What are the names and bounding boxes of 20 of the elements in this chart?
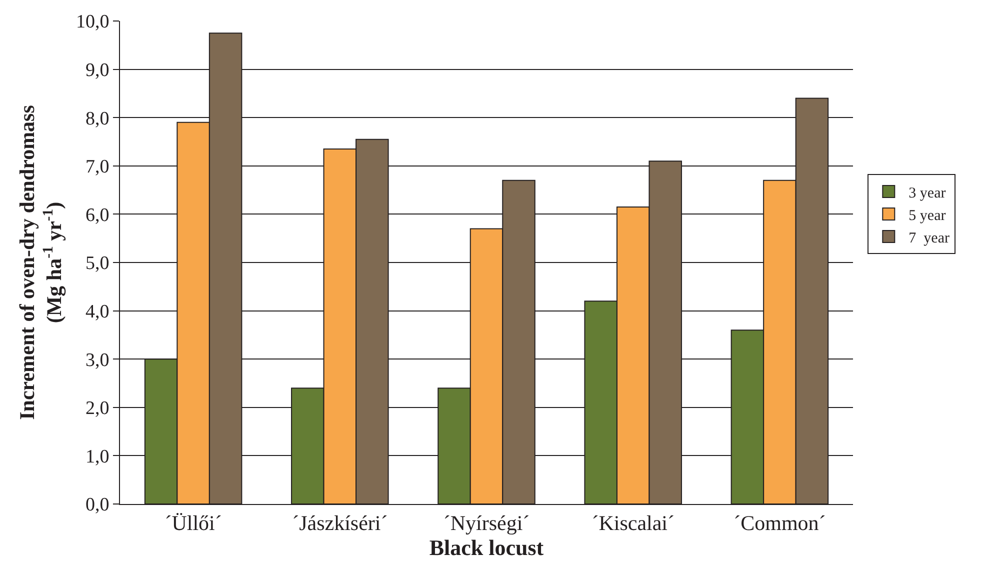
y-tick-label: 6,0 [85,204,110,226]
y-tick-label: 5,0 [85,253,110,274]
x-tick-label: ´Üllői´ [164,511,222,536]
x-axis-title: Black locust [429,535,544,560]
legend-label: 5 year [908,208,946,224]
y-tick-label: 10,0 [76,12,110,33]
x-tick-label: ´Kiscalai´ [592,511,674,536]
y-tick-label: 2,0 [85,398,110,420]
y-tick-label: 3,0 [85,350,110,371]
y-tick-label: 8,0 [85,108,110,130]
y-tick-label: 9,0 [85,60,110,81]
y-tick-label: 7,0 [85,156,110,178]
x-tick-label: ´Nyírségi´ [443,511,530,536]
y-tick-label: 0,0 [85,494,110,516]
y-tick-label: 4,0 [85,301,110,322]
y-tick-label: 1,0 [85,446,110,468]
legend-label: 7 year [908,230,950,246]
x-tick-label: ´Jászkíséri´ [292,511,388,536]
x-tick-label: ´Common´ [734,511,826,536]
legend-label: 3 year [908,185,946,202]
